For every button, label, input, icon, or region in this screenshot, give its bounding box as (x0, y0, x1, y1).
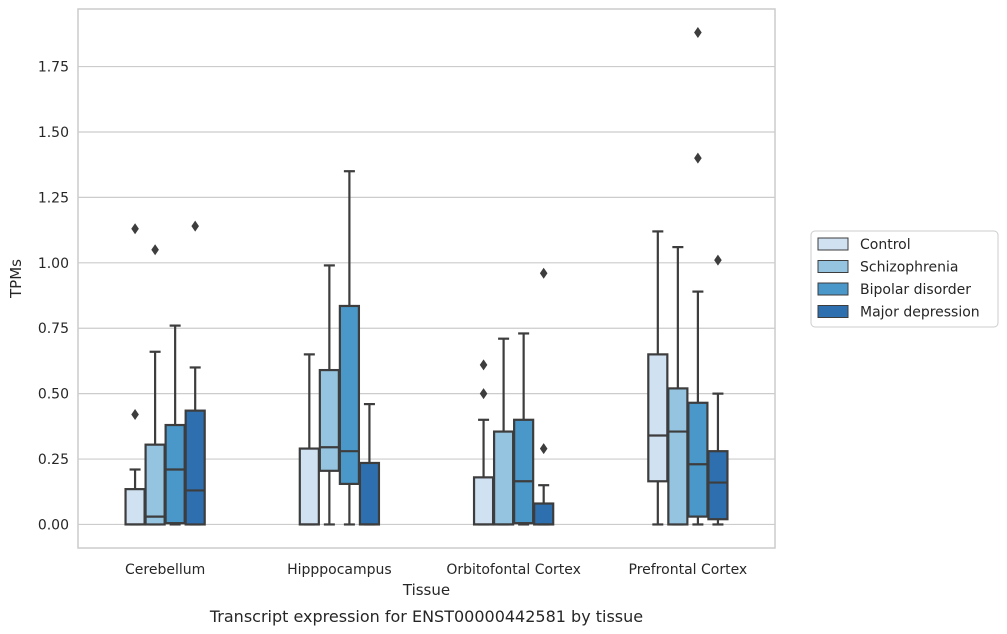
box-1-1 (318, 264, 340, 526)
box-3-1 (667, 246, 689, 526)
box-2-2 (513, 332, 535, 526)
box-body (164, 423, 186, 525)
box-0-0 (124, 223, 146, 526)
box-body (707, 450, 729, 521)
y-tick-label: 0.75 (38, 321, 69, 337)
outlier-point (151, 244, 159, 256)
legend-swatch (817, 282, 849, 296)
x-tick-label: Cerebellum (125, 562, 205, 578)
outlier-point (714, 254, 722, 266)
x-tick-label: Hipppocampus (287, 562, 392, 578)
box-1-0 (298, 353, 320, 526)
box-body (338, 304, 361, 485)
box-2-3 (533, 267, 555, 526)
outlier-point (131, 223, 139, 235)
y-tick-label: 0.00 (38, 517, 69, 533)
box-body (687, 401, 709, 518)
box-2-1 (492, 337, 515, 526)
box-body (492, 430, 515, 526)
box-0-1 (144, 244, 166, 526)
box-body (184, 409, 206, 526)
plot-frame (77, 8, 776, 549)
y-tick-label: 1.00 (38, 256, 69, 272)
legend-swatch (817, 305, 849, 318)
box-2-0 (472, 359, 495, 526)
box-body (472, 476, 495, 526)
box-body (318, 368, 340, 472)
box-body (533, 502, 555, 526)
legend-swatch (817, 260, 849, 273)
box-body (124, 488, 146, 526)
box-0-2 (164, 324, 186, 526)
outlier-point (479, 388, 488, 400)
figure-caption: Transcript expression for ENST0000044258… (209, 607, 643, 626)
y-tick-label: 1.50 (38, 125, 69, 141)
x-tick-label: Prefrontal Cortex (629, 562, 748, 578)
outlier-point (694, 27, 702, 39)
x-tick-labels: Cerebellum Hipppocampus Orbitofontal Corte… (125, 562, 747, 578)
x-tick-label: Orbitofontal Cortex (446, 562, 581, 578)
box-body (144, 443, 166, 526)
y-tick-labels: 0.00 0.25 0.50 0.75 1.00 1.25 1.50 1.75 (38, 60, 69, 534)
y-tick-label: 1.75 (38, 60, 69, 76)
box-body (513, 418, 535, 525)
legend-label: Schizophrenia (860, 260, 958, 276)
legend-label: Bipolar disorder (860, 282, 971, 298)
box-3-3 (707, 254, 729, 526)
y-tick-label: 0.50 (38, 387, 69, 403)
legend-label: Major depression (860, 305, 980, 321)
box-1-2 (338, 170, 361, 526)
legend-swatch (817, 237, 849, 251)
outlier-point (131, 409, 139, 421)
outlier-point (539, 267, 548, 279)
legend-label: Control (860, 237, 911, 253)
box-body (667, 387, 689, 526)
y-tick-label: 1.25 (38, 190, 69, 206)
box-plots (124, 27, 729, 526)
box-body (358, 461, 381, 526)
box-3-0 (647, 230, 669, 526)
box-body (298, 447, 320, 526)
outlier-point (479, 359, 488, 371)
box-1-3 (358, 402, 381, 526)
y-tick-label: 0.25 (38, 452, 69, 468)
outlier-point (694, 152, 702, 164)
box-3-2 (687, 27, 709, 526)
box-0-3 (184, 220, 206, 526)
box-body (647, 353, 669, 483)
outlier-point (539, 443, 548, 455)
legend-frame (810, 230, 999, 328)
x-axis-label: Tissue (402, 581, 450, 599)
legend: Control Schizophrenia Bipolar disorder Majo… (810, 230, 999, 328)
outlier-point (191, 220, 199, 232)
y-axis-label: TPMs (7, 259, 25, 299)
